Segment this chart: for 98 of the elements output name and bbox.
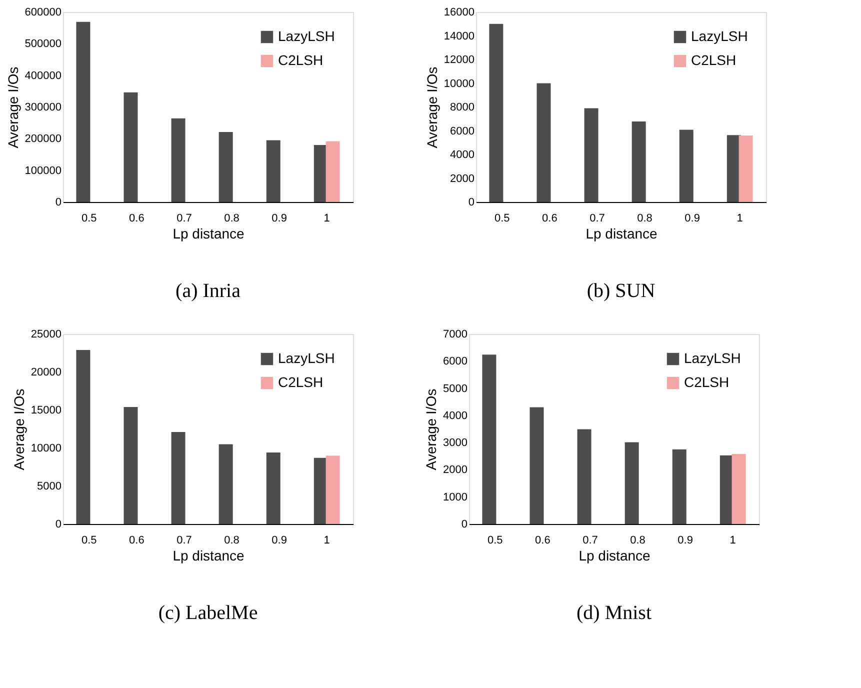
y-tick-label: 14000 [444,30,474,42]
legend-label: LazyLSH [278,350,335,366]
x-tick-label: 0.9 [272,534,287,546]
x-tick-label: 1 [730,534,736,546]
y-tick-label: 25000 [30,328,62,340]
x-tick-label: 0.5 [82,534,97,546]
legend-label: C2LSH [691,52,736,68]
bar [530,407,544,524]
x-axis-title: Lp distance [578,548,651,564]
x-tick-label: 0.9 [272,212,287,224]
legend-label: C2LSH [278,52,324,68]
bar [679,130,694,202]
x-axis-title: Lp distance [172,226,245,242]
y-tick-label: 10000 [30,442,62,454]
x-tick-label: 0.5 [494,212,510,224]
x-axis-title: Lp distance [172,548,245,564]
legend-label: LazyLSH [278,28,335,44]
bar [489,24,504,202]
bar [124,406,138,524]
y-axis-title: Average I/Os [423,388,440,470]
x-axis-title: Lp distance [586,226,658,242]
y-tick-label: 600000 [24,6,62,18]
y-tick-label: 0 [468,196,474,208]
y-tick-label: 8000 [450,102,474,114]
x-tick-label: 0.6 [542,212,558,224]
y-tick-label: 200000 [24,133,62,146]
y-tick-label: 7000 [443,328,468,340]
x-tick-label: 1 [324,212,330,224]
x-tick-label: 1 [324,534,330,546]
bar [732,454,746,524]
y-tick-label: 16000 [444,6,474,18]
text: (b) SUN [586,280,656,302]
x-tick-label: 0.8 [630,534,646,546]
bar [577,429,592,524]
bar [672,449,686,524]
bar [171,118,186,202]
bar [218,132,233,202]
bar [632,121,646,202]
x-tick-label: 0.8 [224,534,240,546]
bar [124,92,138,202]
y-tick-label: 4000 [450,149,474,161]
bar [584,108,598,202]
y-tick-label: 1000 [443,491,468,504]
bar [171,432,186,524]
legend-label: LazyLSH [691,28,748,44]
x-tick-label: 0.5 [488,534,503,546]
bar [624,442,639,524]
x-tick-label: 0.5 [82,212,97,224]
y-axis-title: Average I/Os [10,388,27,470]
y-tick-label: 0 [55,518,62,530]
y-tick-label: 400000 [24,70,62,82]
y-tick-label: 0 [55,196,62,208]
y-tick-label: 100000 [24,164,62,177]
y-tick-label: 6000 [450,125,474,138]
bar [482,354,496,524]
y-tick-label: 3000 [443,437,468,450]
bar [76,22,90,202]
y-tick-label: 6000 [443,356,468,368]
y-axis-title: Average I/Os [4,66,21,148]
y-tick-label: 20000 [30,366,62,378]
x-tick-label: 0.7 [176,212,192,224]
bar [738,136,753,202]
x-tick-label: 0.6 [535,534,550,546]
x-tick-label: 0.7 [590,212,605,224]
bar [326,141,340,202]
x-tick-label: 0.6 [129,212,144,224]
x-tick-label: 0.7 [582,534,598,546]
x-tick-label: 0.6 [129,534,144,546]
y-tick-label: 15000 [30,404,62,416]
legend-label: C2LSH [684,374,730,390]
bar [326,456,340,524]
text: (a) Inria [176,280,241,302]
y-axis-title: Average I/Os [424,66,440,148]
x-tick-label: 0.9 [684,212,700,224]
y-tick-label: 300000 [24,102,62,114]
y-tick-label: 12000 [444,54,474,66]
x-tick-label: 0.8 [224,212,240,224]
legend-label: LazyLSH [684,350,741,366]
y-tick-label: 500000 [24,38,62,50]
x-tick-label: 0.8 [637,212,652,224]
y-tick-label: 4000 [443,410,468,422]
bar [266,140,280,202]
x-tick-label: 0.7 [176,534,192,546]
x-tick-label: 1 [736,212,743,224]
text: (c) LabelMe [158,602,258,624]
y-tick-label: 0 [461,518,468,530]
x-tick-label: 0.9 [678,534,693,546]
bar [218,444,233,524]
y-tick-label: 5000 [37,480,62,492]
bar [76,350,90,524]
bar [266,452,280,524]
legend-label: C2LSH [278,374,324,390]
bar [536,83,551,202]
y-tick-label: 10000 [444,78,474,90]
y-tick-label: 5000 [443,382,468,395]
y-tick-label: 2000 [450,172,474,185]
text: (d) Mnist [576,602,652,624]
y-tick-label: 2000 [443,464,468,476]
